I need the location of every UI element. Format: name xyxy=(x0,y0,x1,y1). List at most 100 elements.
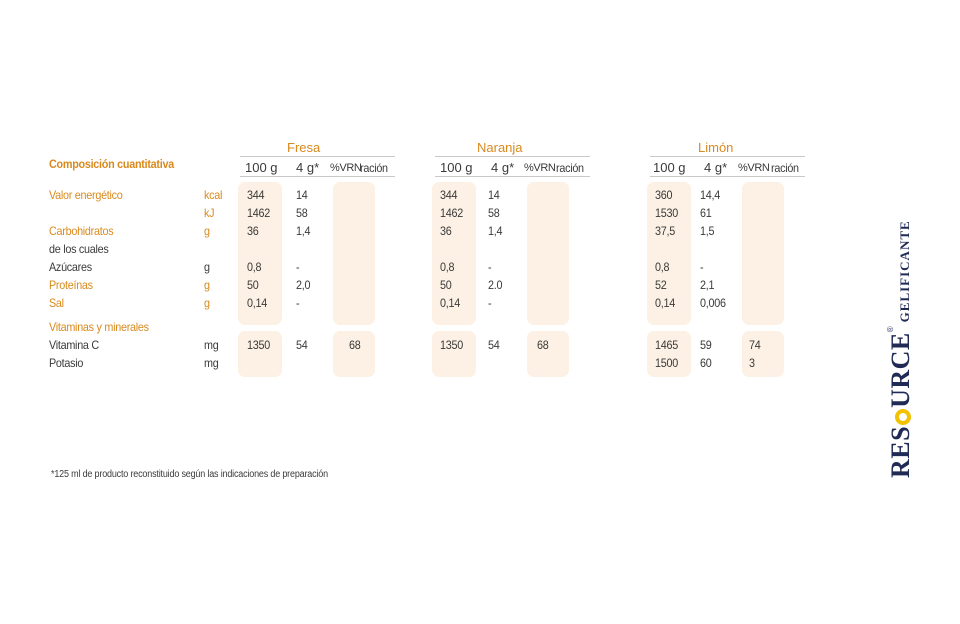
fresa-col-racion: ración xyxy=(360,161,388,175)
fresa-4g-cell: 54 xyxy=(296,338,308,352)
limon-100g-cell: 1500 xyxy=(655,356,678,370)
naranja-100g-cell: 50 xyxy=(440,278,452,292)
brand-reg: ® xyxy=(886,326,895,333)
limon-vrn-shade xyxy=(742,182,784,325)
limon-4g-cell: 59 xyxy=(700,338,712,352)
fresa-100g-cell: 36 xyxy=(247,224,259,238)
naranja-vrn-shade-2 xyxy=(527,331,569,377)
row-unit-carbohidratos: g xyxy=(204,224,210,238)
fresa-4g-cell: - xyxy=(296,260,300,274)
fresa-100g-cell: 1350 xyxy=(247,338,270,352)
limon-rule-sub xyxy=(650,176,805,177)
naranja-100g-shade-2 xyxy=(432,331,476,377)
brand-product: GELIFICANTE xyxy=(897,220,912,323)
limon-100g-cell: 1465 xyxy=(655,338,678,352)
row-label-azucares: Azúcares xyxy=(49,260,92,274)
row-unit-potasio: mg xyxy=(204,356,219,370)
fresa-vrn-shade-2 xyxy=(333,331,375,377)
row-label-vitaminas: Vitaminas y minerales xyxy=(49,320,149,334)
naranja-4g-cell: 58 xyxy=(488,206,500,220)
naranja-rule-sub xyxy=(435,176,590,177)
fresa-4g-cell: 58 xyxy=(296,206,308,220)
fresa-4g-cell: - xyxy=(296,296,300,310)
fresa-vrn-shade xyxy=(333,182,375,325)
limon-100g-cell: 0,8 xyxy=(655,260,670,274)
fresa-4g-cell: 1,4 xyxy=(296,224,311,238)
flavor-header-limon: Limón xyxy=(698,140,734,155)
row-label-vitamina-c: Vitamina C xyxy=(49,338,99,352)
naranja-100g-cell: 344 xyxy=(440,188,458,202)
fresa-4g-cell: 2,0 xyxy=(296,278,311,292)
row-unit-sal: g xyxy=(204,296,210,310)
naranja-col-racion: ración xyxy=(556,161,584,175)
limon-col-100g: 100 g xyxy=(653,160,686,175)
fresa-col-vrn: %VRN xyxy=(330,162,362,174)
fresa-100g-cell: 50 xyxy=(247,278,259,292)
naranja-100g-cell: 1462 xyxy=(440,206,463,220)
row-unit-kcal: kcal xyxy=(204,188,223,202)
fresa-col-100g: 100 g xyxy=(245,160,278,175)
limon-vrn-shade-2 xyxy=(742,331,784,377)
naranja-4g-cell: - xyxy=(488,260,492,274)
fresa-100g-cell: 344 xyxy=(247,188,265,202)
row-unit-azucares: g xyxy=(204,260,210,274)
naranja-100g-cell: 1350 xyxy=(440,338,463,352)
row-label-carbohidratos: Carbohidratos xyxy=(49,224,114,238)
brand-name-a: RES xyxy=(886,425,915,478)
naranja-4g-cell: 54 xyxy=(488,338,500,352)
fresa-100g-cell: 1462 xyxy=(247,206,270,220)
fresa-4g-cell: 14 xyxy=(296,188,308,202)
naranja-4g-cell: 1,4 xyxy=(488,224,503,238)
row-unit-kj: kJ xyxy=(204,206,215,220)
limon-100g-cell: 37,5 xyxy=(655,224,675,238)
naranja-vrn-cell: 68 xyxy=(537,338,549,352)
limon-100g-cell: 1530 xyxy=(655,206,678,220)
naranja-100g-cell: 0,8 xyxy=(440,260,455,274)
limon-4g-cell: 1,5 xyxy=(700,224,715,238)
naranja-4g-cell: 2.0 xyxy=(488,278,503,292)
limon-rule-top xyxy=(650,156,805,157)
section-title: Composición cuantitativa xyxy=(49,157,174,171)
flavor-header-naranja: Naranja xyxy=(477,140,523,155)
row-label-valor-energetico: Valor energético xyxy=(49,188,123,202)
fresa-100g-cell: 0,14 xyxy=(247,296,267,310)
limon-4g-cell: - xyxy=(700,260,704,274)
naranja-4g-cell: 14 xyxy=(488,188,500,202)
naranja-100g-cell: 0,14 xyxy=(440,296,460,310)
limon-4g-cell: 60 xyxy=(700,356,712,370)
row-label-sal: Sal xyxy=(49,296,64,310)
fresa-100g-cell: 0,8 xyxy=(247,260,262,274)
limon-col-4g: 4 g* xyxy=(704,160,728,175)
naranja-vrn-shade xyxy=(527,182,569,325)
limon-col-racion: ración xyxy=(771,161,799,175)
naranja-col-vrn: %VRN xyxy=(524,162,556,174)
naranja-rule-top xyxy=(435,156,590,157)
row-label-potasio: Potasio xyxy=(49,356,84,370)
naranja-col-4g: 4 g* xyxy=(491,160,515,175)
naranja-100g-cell: 36 xyxy=(440,224,452,238)
brand-name-b: URCE xyxy=(886,332,915,408)
flavor-header-fresa: Fresa xyxy=(287,140,321,155)
naranja-4g-cell: - xyxy=(488,296,492,310)
row-label-de-los-cuales: de los cuales xyxy=(49,242,109,256)
limon-col-vrn: %VRN xyxy=(738,162,770,174)
brand-ring-icon xyxy=(895,408,911,425)
fresa-100g-shade xyxy=(238,182,282,325)
fresa-100g-shade-2 xyxy=(238,331,282,377)
fresa-rule-top xyxy=(240,156,395,157)
limon-100g-shade xyxy=(647,182,691,325)
row-label-proteinas: Proteínas xyxy=(49,278,93,292)
limon-4g-cell: 0,006 xyxy=(700,296,726,310)
limon-100g-shade-2 xyxy=(647,331,691,377)
naranja-col-100g: 100 g xyxy=(440,160,473,175)
row-unit-vitamina-c: mg xyxy=(204,338,219,352)
limon-100g-cell: 0,14 xyxy=(655,296,675,310)
limon-vrn-cell: 74 xyxy=(749,338,761,352)
fresa-vrn-cell: 68 xyxy=(349,338,361,352)
limon-vrn-cell: 3 xyxy=(749,356,755,370)
limon-4g-cell: 14,4 xyxy=(700,188,720,202)
limon-100g-cell: 52 xyxy=(655,278,667,292)
limon-4g-cell: 61 xyxy=(700,206,712,220)
row-unit-proteinas: g xyxy=(204,278,210,292)
limon-4g-cell: 2,1 xyxy=(700,278,715,292)
